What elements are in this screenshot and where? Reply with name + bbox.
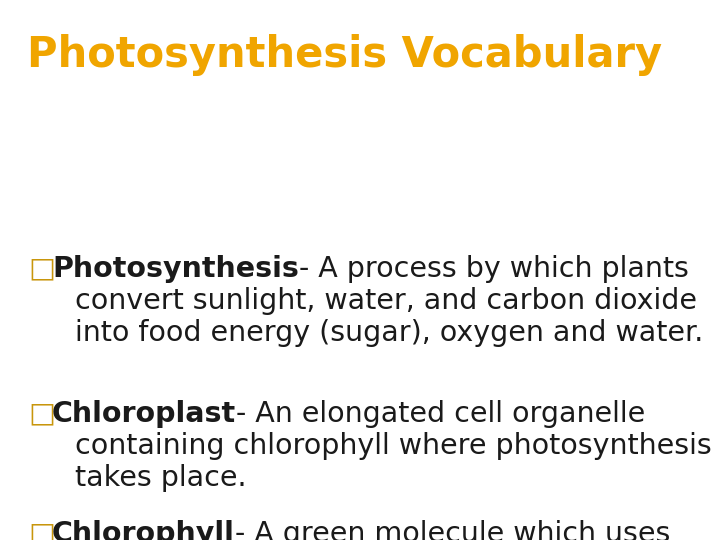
- Text: - A green molecule which uses: - A green molecule which uses: [235, 520, 670, 540]
- Text: Chlorophyll: Chlorophyll: [52, 520, 235, 540]
- Text: □: □: [28, 520, 55, 540]
- Text: - An elongated cell organelle: - An elongated cell organelle: [236, 400, 645, 428]
- Text: □: □: [28, 400, 55, 428]
- Text: □: □: [28, 255, 55, 283]
- Text: convert sunlight, water, and carbon dioxide: convert sunlight, water, and carbon diox…: [75, 287, 697, 315]
- Text: - A process by which plants: - A process by which plants: [299, 255, 689, 283]
- Text: Photosynthesis Vocabulary: Photosynthesis Vocabulary: [27, 34, 662, 76]
- Text: Photosynthesis: Photosynthesis: [52, 255, 299, 283]
- Text: into food energy (sugar), oxygen and water.: into food energy (sugar), oxygen and wat…: [75, 319, 703, 347]
- Text: containing chlorophyll where photosynthesis: containing chlorophyll where photosynthe…: [75, 432, 712, 460]
- Text: takes place.: takes place.: [75, 464, 247, 492]
- Text: Chloroplast: Chloroplast: [52, 400, 236, 428]
